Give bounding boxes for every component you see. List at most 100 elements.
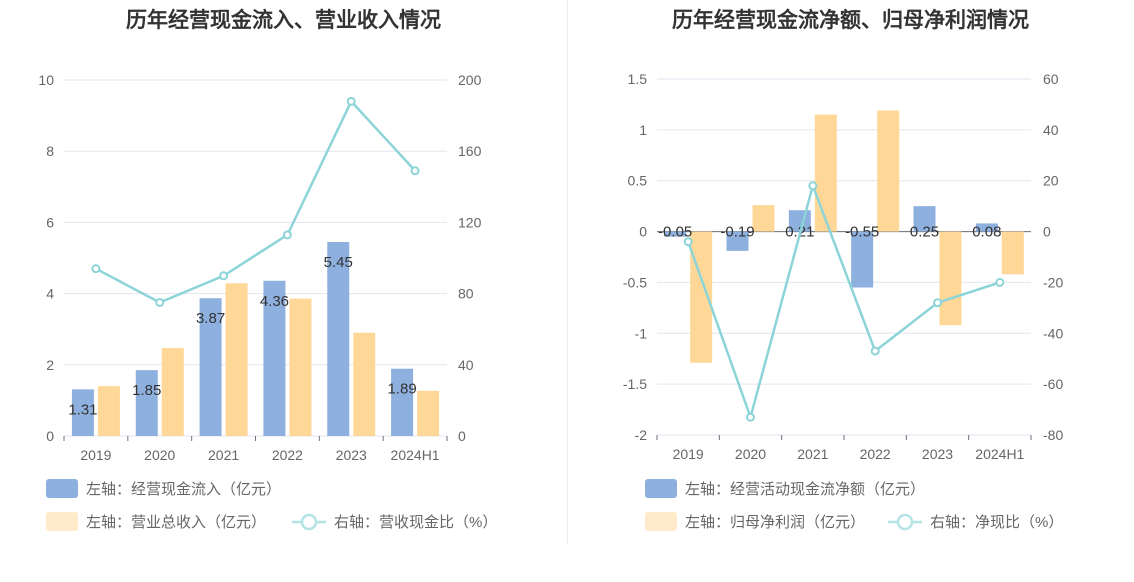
bar-value-label: 0.25 <box>910 224 939 241</box>
right-axis-tick-label: 160 <box>458 143 482 159</box>
left-axis-tick-label: 0 <box>46 428 54 444</box>
legend-label: 右轴：净现比（%） <box>930 514 1063 531</box>
left-axis-tick-label: 1.5 <box>628 71 648 87</box>
chart-panel-left: 历年经营现金流入、营业收入情况 0 2 4 6 8 10 0 40 80 120 160 200 201… <box>38 9 497 531</box>
right-axis-tick-label: -40 <box>1043 325 1063 341</box>
ratio-point <box>683 237 693 247</box>
bar-value-label: -0.05 <box>658 224 692 241</box>
x-axis-tick-label: 2024H1 <box>975 446 1024 462</box>
bar-value-label: 5.45 <box>324 254 353 271</box>
bar-secondary <box>417 390 440 436</box>
chart-svg-right: -2 -1.5 -1 -0.5 0 0.5 1 1.5 -80 -60 -40 -20 0 20 40 60 2… <box>623 71 1063 531</box>
left-axis-tick-label: 6 <box>46 214 54 230</box>
right-axis-tick-label: 80 <box>458 286 474 302</box>
bar-value-label: 4.36 <box>260 293 289 310</box>
chart-panel-right: 历年经营现金流净额、归母净利润情况 -2 -1.5 -1 -0.5 0 0.5 1 1.5 -8… <box>567 0 1134 582</box>
legend-label: 左轴：归母净利润（亿元） <box>685 514 865 531</box>
x-axis-tick-label: 2020 <box>144 447 175 463</box>
x-axis-tick-label: 2023 <box>922 446 953 462</box>
x-axis-tick-label: 2024H1 <box>391 447 440 463</box>
ratio-point <box>995 277 1005 287</box>
bar-primary <box>327 241 350 436</box>
right-axis-tick-label: 200 <box>458 72 482 88</box>
right-axis-tick-label: 60 <box>1043 71 1059 87</box>
ratio-point <box>933 298 942 308</box>
x-axis-tick-label: 2021 <box>797 446 828 462</box>
bar-value-label: -0.55 <box>845 224 879 241</box>
x-axis-tick-label: 2023 <box>336 447 367 463</box>
bar-primary <box>135 370 158 436</box>
right-axis-tick-label: -60 <box>1043 376 1063 392</box>
x-axis-tick-label: 2019 <box>80 447 111 463</box>
bar-secondary <box>752 205 775 232</box>
legend-swatch-primary <box>645 479 677 498</box>
x-axis-tick-label: 2022 <box>272 447 303 463</box>
ratio-point <box>410 166 420 176</box>
right-axis-tick-label: 0 <box>1043 224 1051 240</box>
left-axis-tick-label: -1 <box>635 325 648 341</box>
x-axis-tick-label: 2021 <box>208 447 239 463</box>
chart-title-left: 历年经营现金流入、营业收入情况 <box>126 9 441 32</box>
bar-secondary <box>289 298 312 436</box>
bar-primary <box>664 231 687 237</box>
panel-divider <box>567 0 568 545</box>
ratio-point <box>746 412 755 422</box>
bar-secondary <box>225 283 248 436</box>
legend: 左轴：经营活动现金流净额（亿元） 左轴：归母净利润（亿元） 右轴：净现比（%） <box>645 479 1063 531</box>
left-axis-tick-label: 8 <box>46 143 54 159</box>
legend-label: 左轴：经营现金流入（亿元） <box>86 481 281 498</box>
x-axis-tick-label: 2022 <box>860 446 891 462</box>
bar-secondary <box>97 386 120 436</box>
ratio-point <box>346 96 356 106</box>
right-axis-tick-label: 40 <box>1043 122 1059 138</box>
left-axis-tick-label: 2 <box>46 357 54 373</box>
left-axis-tick-label: 0.5 <box>628 173 648 189</box>
legend-swatch-secondary <box>46 512 78 531</box>
legend: 左轴：经营现金流入（亿元） 左轴：营业总收入（亿元） 右轴：营收现金比（%） <box>46 479 497 531</box>
bar-value-label: 1.31 <box>68 401 97 418</box>
legend-label: 左轴：营业总收入（亿元） <box>86 514 266 531</box>
left-axis-tick-label: 0 <box>639 224 647 240</box>
legend-line-marker <box>896 513 914 531</box>
left-axis-tick-label: -2 <box>635 427 648 443</box>
bar-primary <box>199 298 222 436</box>
left-axis-tick-label: 4 <box>46 286 54 302</box>
right-axis-tick-label: -20 <box>1043 274 1063 290</box>
legend-line-marker <box>300 513 318 531</box>
left-axis-tick-label: -1.5 <box>623 376 647 392</box>
bar-primary <box>71 389 94 436</box>
bar-primary <box>851 231 874 288</box>
legend-label: 右轴：营收现金比（%） <box>334 514 497 531</box>
right-axis-tick-label: -80 <box>1043 427 1063 443</box>
right-axis-tick-label: 120 <box>458 214 482 230</box>
left-axis-tick-label: 1 <box>639 122 647 138</box>
bar-secondary <box>877 110 900 232</box>
ratio-point <box>808 181 818 191</box>
bar-value-label: 3.87 <box>196 310 225 327</box>
right-axis-tick-label: 40 <box>458 357 474 373</box>
bar-secondary <box>939 231 962 326</box>
chart-group: 0 2 4 6 8 10 0 40 80 120 160 200 2019 2020 2021 2022 202… <box>38 72 497 531</box>
ratio-point <box>155 298 165 307</box>
ratio-line <box>686 181 1001 422</box>
bar-value-label: 1.85 <box>132 382 161 399</box>
bar-primary <box>391 368 414 436</box>
right-axis-tick-label: 0 <box>458 428 466 444</box>
ratio-line <box>95 99 417 304</box>
ratio-point <box>870 346 880 356</box>
legend-label: 左轴：经营活动现金流净额（亿元） <box>685 481 925 498</box>
right-axis-tick-label: 20 <box>1043 173 1059 189</box>
chart-title-right: 历年经营现金流净额、归母净利润情况 <box>672 9 1029 32</box>
x-axis-tick-label: 2019 <box>673 446 704 462</box>
bar-primary <box>913 206 936 232</box>
legend-swatch-primary <box>46 479 78 498</box>
chart-svg-left: 0 2 4 6 8 10 0 40 80 120 160 200 2019 2020 2021 2022 202… <box>38 72 497 531</box>
x-axis-tick-label: 2020 <box>735 446 766 462</box>
bar-value-label: 1.89 <box>387 381 416 398</box>
legend-swatch-secondary <box>645 512 677 531</box>
bar-value-label: 0.08 <box>972 224 1001 241</box>
bar-primary <box>263 280 286 436</box>
bar-primary <box>726 231 749 251</box>
bar-primary <box>975 223 998 232</box>
ratio-point <box>282 230 292 240</box>
